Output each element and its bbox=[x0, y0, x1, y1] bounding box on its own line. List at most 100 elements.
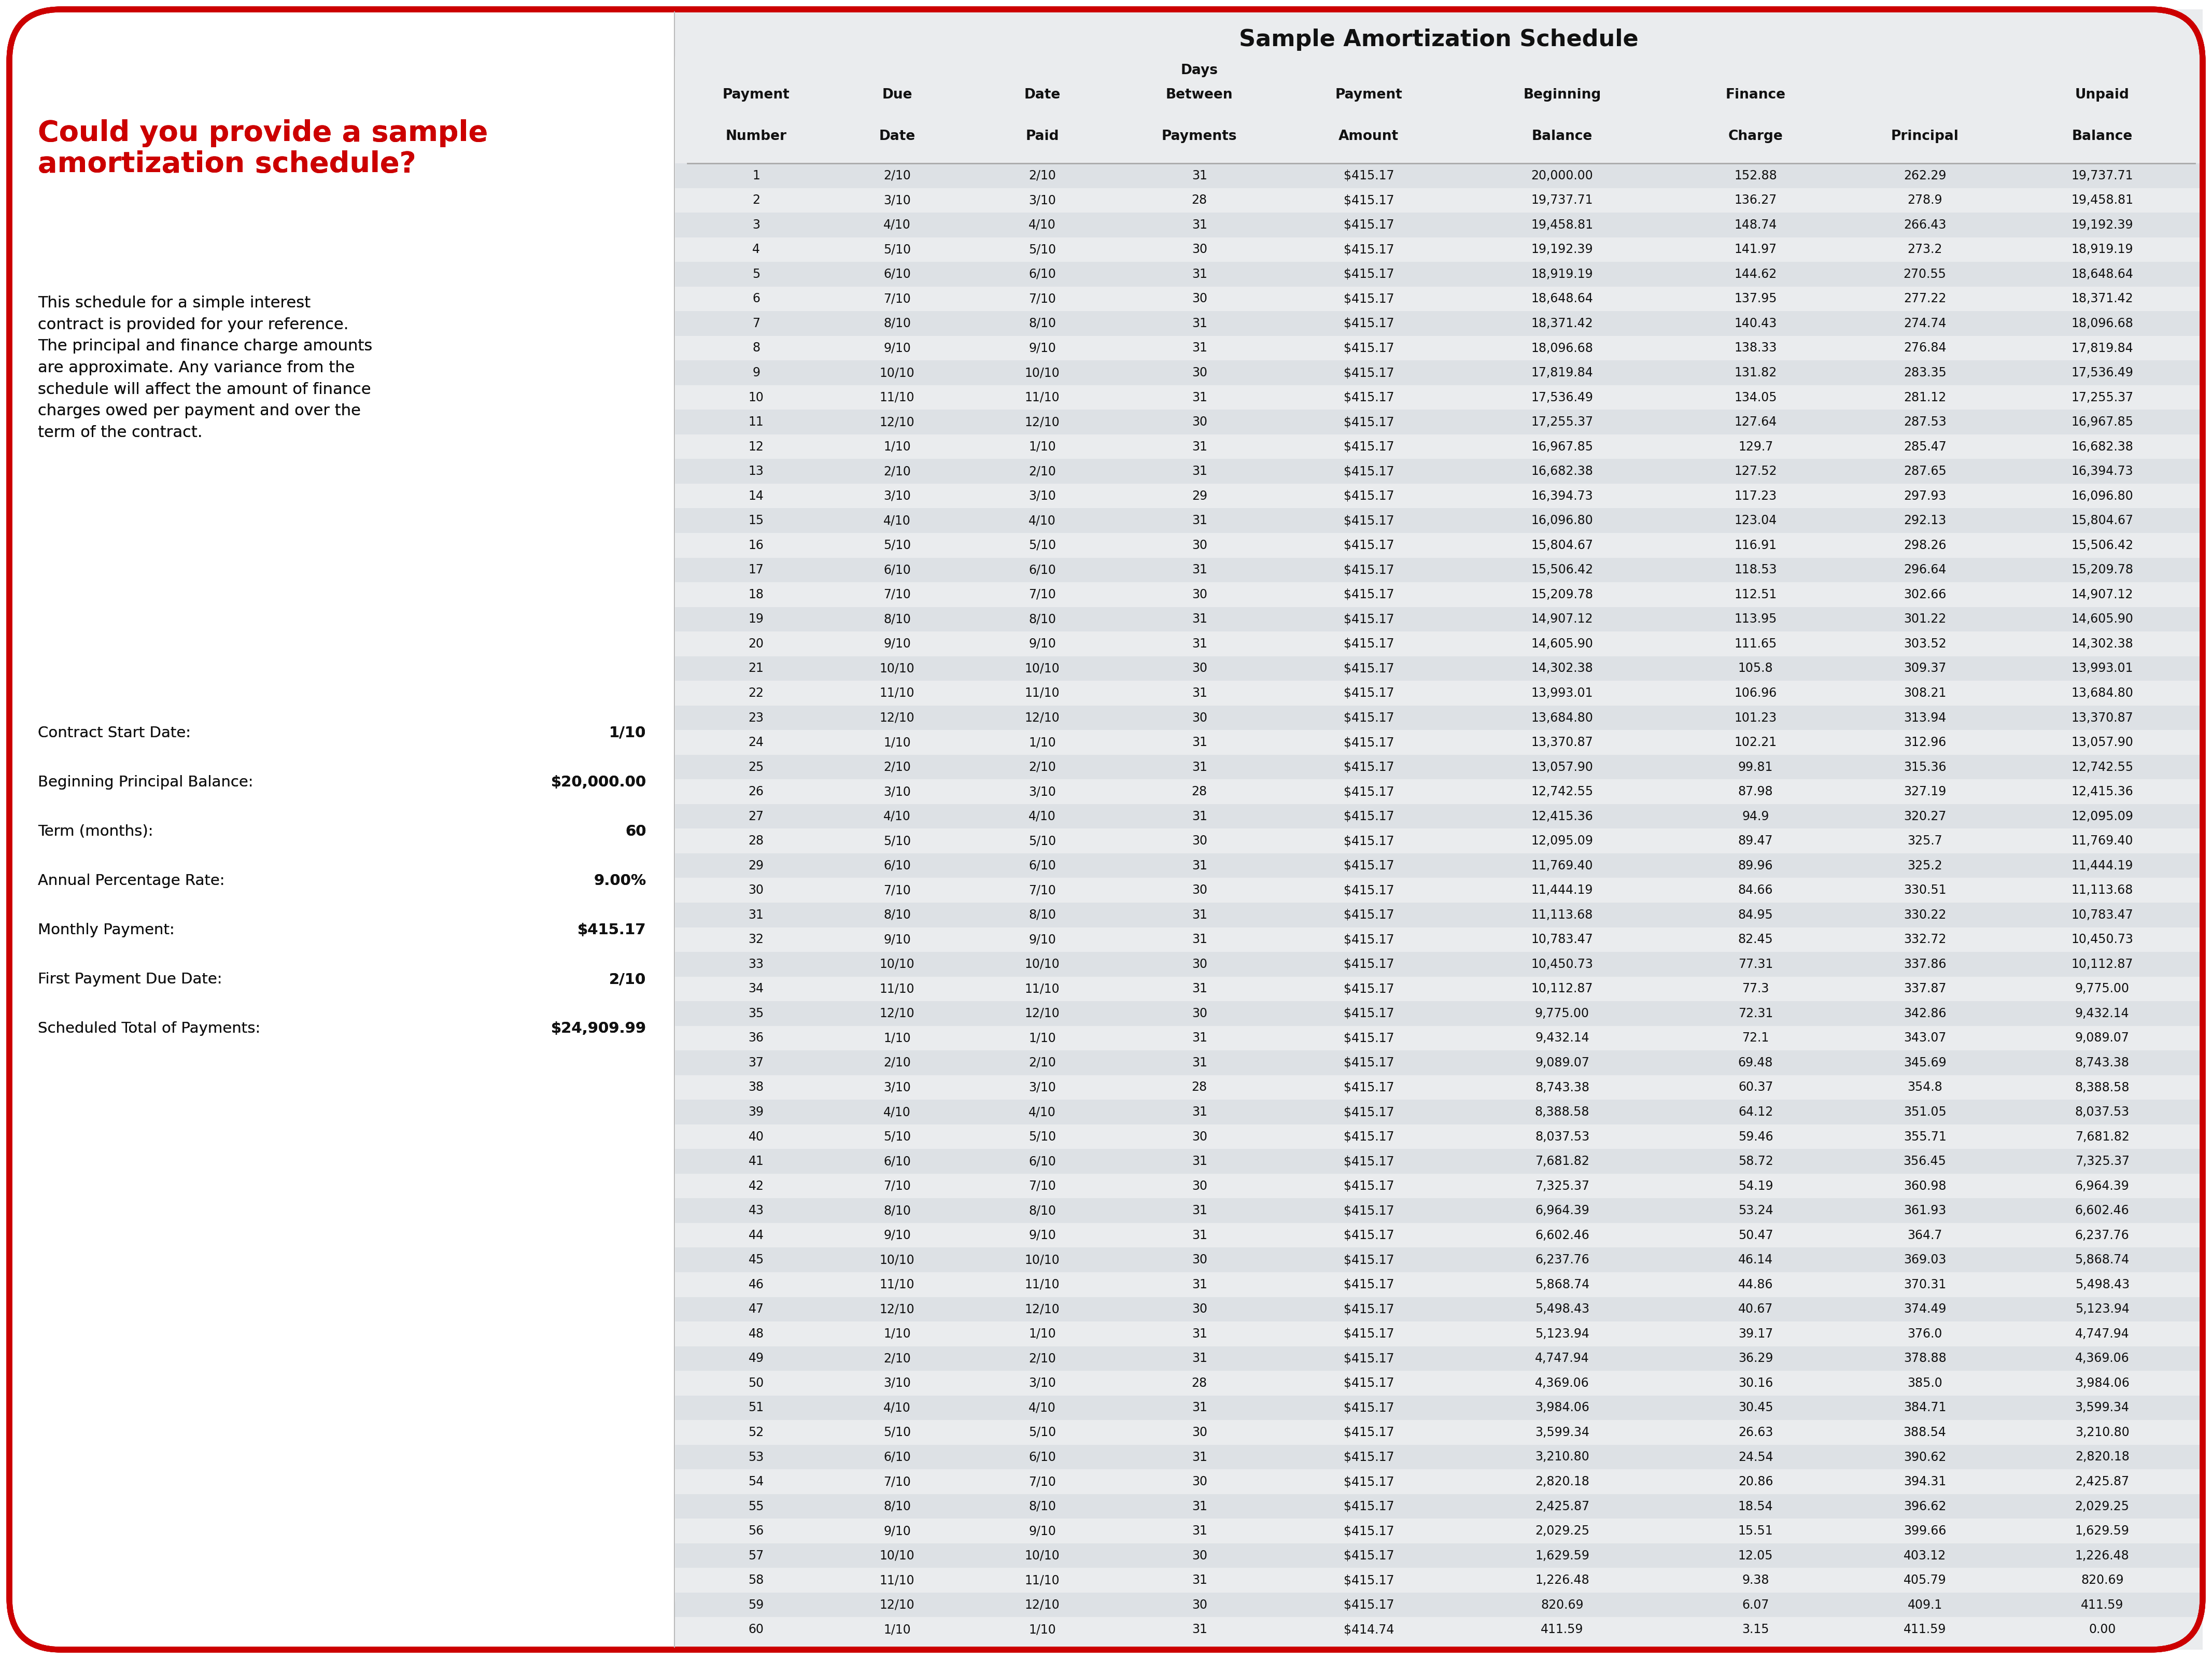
Text: $415.17: $415.17 bbox=[1343, 909, 1394, 921]
Text: Finance: Finance bbox=[1725, 88, 1785, 101]
Text: Unpaid: Unpaid bbox=[2075, 88, 2130, 101]
Text: 31: 31 bbox=[1192, 1574, 1208, 1586]
Text: 10/10: 10/10 bbox=[880, 367, 916, 378]
Text: 7,681.82: 7,681.82 bbox=[1535, 1155, 1590, 1168]
Text: 4,747.94: 4,747.94 bbox=[2075, 1327, 2130, 1340]
Text: 17,536.49: 17,536.49 bbox=[2070, 367, 2132, 378]
Text: 18,371.42: 18,371.42 bbox=[2070, 292, 2132, 305]
Bar bbox=[675, 1272, 2203, 1297]
Bar bbox=[675, 262, 2203, 287]
Text: 7/10: 7/10 bbox=[883, 589, 911, 601]
Text: 14,907.12: 14,907.12 bbox=[2070, 589, 2132, 601]
Text: 7,681.82: 7,681.82 bbox=[2075, 1130, 2130, 1143]
Text: 11: 11 bbox=[748, 416, 763, 428]
Text: 9/10: 9/10 bbox=[883, 1525, 911, 1538]
Text: 140.43: 140.43 bbox=[1734, 317, 1776, 330]
Bar bbox=[675, 312, 2203, 335]
Text: 101.23: 101.23 bbox=[1734, 712, 1776, 723]
Text: 325.2: 325.2 bbox=[1907, 859, 1942, 873]
Text: 1/10: 1/10 bbox=[883, 441, 911, 453]
Text: 6/10: 6/10 bbox=[883, 564, 911, 576]
Text: 134.05: 134.05 bbox=[1734, 392, 1776, 403]
Text: Balance: Balance bbox=[2073, 129, 2132, 143]
Text: 3,599.34: 3,599.34 bbox=[2075, 1402, 2130, 1413]
Text: 10,112.87: 10,112.87 bbox=[2070, 957, 2132, 971]
Text: 31: 31 bbox=[1192, 1057, 1208, 1068]
Text: 72.1: 72.1 bbox=[1743, 1032, 1770, 1045]
Text: 30: 30 bbox=[1192, 1130, 1208, 1143]
Text: Annual Percentage Rate:: Annual Percentage Rate: bbox=[38, 874, 226, 888]
Text: 8/10: 8/10 bbox=[883, 1500, 911, 1513]
Text: 285.47: 285.47 bbox=[1902, 441, 1947, 453]
Text: 11/10: 11/10 bbox=[1024, 1574, 1060, 1586]
Text: Contract Start Date:: Contract Start Date: bbox=[38, 727, 190, 740]
Text: $24,909.99: $24,909.99 bbox=[551, 1022, 646, 1035]
Text: 7/10: 7/10 bbox=[883, 1180, 911, 1193]
Text: 18,096.68: 18,096.68 bbox=[1531, 342, 1593, 355]
Text: This schedule for a simple interest
contract is provided for your reference.
The: This schedule for a simple interest cont… bbox=[38, 295, 372, 440]
Text: 6/10: 6/10 bbox=[1029, 564, 1055, 576]
Text: 5/10: 5/10 bbox=[1029, 834, 1055, 848]
Text: 117.23: 117.23 bbox=[1734, 489, 1776, 503]
Text: $415.17: $415.17 bbox=[1343, 1130, 1394, 1143]
Text: 46.14: 46.14 bbox=[1739, 1254, 1774, 1266]
Bar bbox=[675, 902, 2203, 927]
Text: 14,605.90: 14,605.90 bbox=[2070, 612, 2132, 625]
Text: 9/10: 9/10 bbox=[883, 637, 911, 650]
Text: 5/10: 5/10 bbox=[883, 1130, 911, 1143]
Text: 10,450.73: 10,450.73 bbox=[2070, 934, 2132, 946]
Text: 370.31: 370.31 bbox=[1905, 1279, 1947, 1291]
Text: 30: 30 bbox=[1192, 1550, 1208, 1561]
Text: Number: Number bbox=[726, 129, 787, 143]
Text: 12/10: 12/10 bbox=[880, 416, 916, 428]
Text: 13,370.87: 13,370.87 bbox=[2070, 712, 2132, 723]
Text: 6/10: 6/10 bbox=[883, 859, 911, 873]
Text: 12/10: 12/10 bbox=[880, 1302, 916, 1316]
Text: 2: 2 bbox=[752, 194, 761, 206]
Text: 31: 31 bbox=[1192, 219, 1208, 231]
Text: 820.69: 820.69 bbox=[2081, 1574, 2124, 1586]
Text: 32: 32 bbox=[748, 934, 763, 946]
Text: 116.91: 116.91 bbox=[1734, 539, 1776, 551]
Text: 4/10: 4/10 bbox=[883, 514, 911, 528]
Text: 31: 31 bbox=[1192, 342, 1208, 355]
Text: Balance: Balance bbox=[1531, 129, 1593, 143]
Text: 9/10: 9/10 bbox=[1029, 637, 1055, 650]
Text: $415.17: $415.17 bbox=[1343, 1107, 1394, 1118]
Text: 39: 39 bbox=[748, 1107, 763, 1118]
Text: 36: 36 bbox=[748, 1032, 763, 1045]
Text: 19,737.71: 19,737.71 bbox=[1531, 194, 1593, 206]
Text: 8,037.53: 8,037.53 bbox=[2075, 1107, 2130, 1118]
Text: 113.95: 113.95 bbox=[1734, 612, 1776, 625]
Text: 11,769.40: 11,769.40 bbox=[2070, 834, 2132, 848]
Text: $415.17: $415.17 bbox=[1343, 1180, 1394, 1193]
Bar bbox=[675, 1322, 2203, 1345]
Text: 9,432.14: 9,432.14 bbox=[2075, 1007, 2130, 1020]
Text: 138.33: 138.33 bbox=[1734, 342, 1776, 355]
Text: 99.81: 99.81 bbox=[1739, 761, 1774, 773]
Text: 5/10: 5/10 bbox=[1029, 244, 1055, 255]
Text: 40: 40 bbox=[748, 1130, 763, 1143]
Text: 12,415.36: 12,415.36 bbox=[1531, 810, 1593, 823]
Bar bbox=[675, 705, 2203, 730]
Text: 2/10: 2/10 bbox=[883, 761, 911, 773]
Text: 287.53: 287.53 bbox=[1902, 416, 1947, 428]
Text: 5,498.43: 5,498.43 bbox=[1535, 1302, 1590, 1316]
Text: 5/10: 5/10 bbox=[1029, 1130, 1055, 1143]
Text: 266.43: 266.43 bbox=[1905, 219, 1947, 231]
Bar bbox=[675, 1248, 2203, 1272]
Text: 31: 31 bbox=[1192, 392, 1208, 403]
Text: 8,743.38: 8,743.38 bbox=[1535, 1082, 1590, 1093]
Text: 30: 30 bbox=[1192, 1007, 1208, 1020]
Text: 21: 21 bbox=[748, 662, 763, 675]
Text: 337.87: 337.87 bbox=[1905, 982, 1947, 995]
Text: 12/10: 12/10 bbox=[880, 712, 916, 723]
Text: $415.17: $415.17 bbox=[1343, 1550, 1394, 1561]
Text: 10/10: 10/10 bbox=[880, 1550, 916, 1561]
Text: 56: 56 bbox=[748, 1525, 763, 1538]
Text: 31: 31 bbox=[1192, 1402, 1208, 1413]
Text: 3/10: 3/10 bbox=[1029, 785, 1055, 798]
Text: 10/10: 10/10 bbox=[880, 1254, 916, 1266]
Text: 28: 28 bbox=[1192, 785, 1208, 798]
Text: 10,112.87: 10,112.87 bbox=[1531, 982, 1593, 995]
